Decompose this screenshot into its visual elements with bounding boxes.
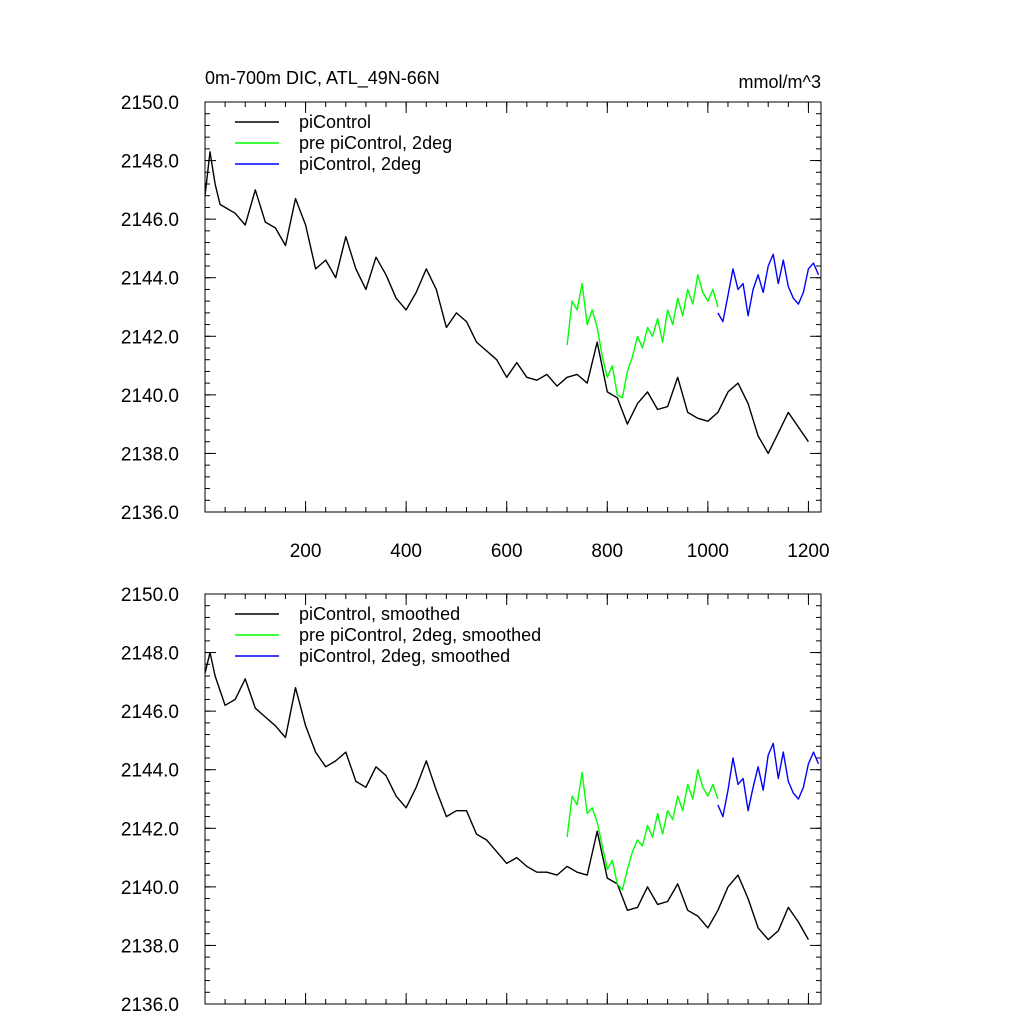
- top-y-tick-label: 2140.0: [121, 386, 179, 407]
- bottom-tick-layer: 2136.0 2138.0 2140.0 2142.0 2144.0 2146.0 2148…: [121, 585, 821, 1016]
- bottom-y-tick-label: 2138.0: [121, 936, 179, 957]
- top-y-tick-label: 2146.0: [121, 210, 179, 231]
- bottom-legend-label-2: pre piControl, 2deg, smoothed: [299, 625, 541, 645]
- top-panel: 0m-700m DIC, ATL_49N-66N mmol/m^3 2136.0…: [121, 68, 830, 562]
- bottom-y-tick-label: 2140.0: [121, 878, 179, 899]
- top-tick-layer: 2136.0 2138.0 2140.0 2142.0 2144.0 2146.0 2148…: [121, 93, 830, 562]
- bottom-legend-label-1: piControl, smoothed: [299, 604, 460, 624]
- top-series-layer: [204, 151, 820, 455]
- top-legend-label-3: piControl, 2deg: [299, 154, 421, 174]
- bottom-series-layer: [204, 651, 820, 941]
- top-x-tick-label: 800: [591, 541, 623, 562]
- top-y-tick-label: 2148.0: [121, 152, 179, 173]
- bottom-y-tick-label: 2142.0: [121, 819, 179, 840]
- bottom-y-tick-label: 2144.0: [121, 761, 179, 782]
- bottom-y-tick-label: 2136.0: [121, 995, 179, 1016]
- top-legend-label-2: pre piControl, 2deg: [299, 133, 452, 153]
- bottom-plot-frame: [204, 593, 822, 1005]
- bottom-y-tick-label: 2148.0: [121, 644, 179, 665]
- top-x-tick-label: 600: [491, 541, 523, 562]
- top-x-tick-label: 400: [390, 541, 422, 562]
- top-legend-label-1: piControl: [299, 112, 371, 132]
- top-y-tick-label: 2144.0: [121, 269, 179, 290]
- bottom-series-line-2: [566, 769, 719, 891]
- top-y-tick-label: 2138.0: [121, 444, 179, 465]
- top-series-line-2: [566, 274, 719, 399]
- top-y-tick-label: 2142.0: [121, 327, 179, 348]
- bottom-series-line-1: [204, 651, 810, 941]
- top-y-tick-label: 2150.0: [121, 93, 179, 114]
- top-x-tick-label: 1000: [687, 541, 729, 562]
- bottom-legend-label-3: piControl, 2deg, smoothed: [299, 646, 510, 666]
- bottom-series-line-3: [717, 742, 820, 818]
- bottom-panel: 2136.0 2138.0 2140.0 2142.0 2144.0 2146.0 2148…: [121, 585, 822, 1016]
- top-x-tick-label: 1200: [787, 541, 829, 562]
- top-x-tick-label: 200: [290, 541, 322, 562]
- bottom-y-tick-label: 2146.0: [121, 702, 179, 723]
- top-panel-title: 0m-700m DIC, ATL_49N-66N: [205, 68, 440, 89]
- top-series-line-1: [204, 151, 809, 455]
- bottom-y-tick-label: 2150.0: [121, 585, 179, 606]
- top-panel-units: mmol/m^3: [739, 72, 821, 92]
- top-plot-frame: [204, 101, 822, 513]
- top-series-line-3: [717, 253, 820, 323]
- top-y-tick-label: 2136.0: [121, 503, 179, 524]
